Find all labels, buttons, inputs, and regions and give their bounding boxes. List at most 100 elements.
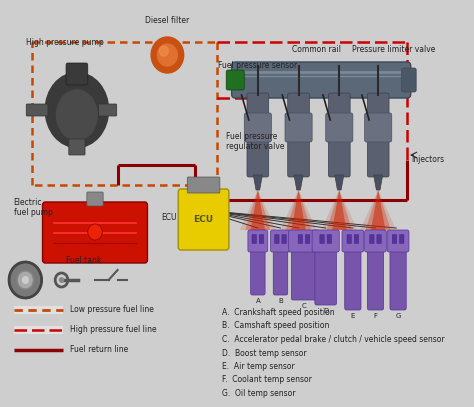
FancyBboxPatch shape <box>274 234 279 243</box>
Text: G.  Oil temp sensor: G. Oil temp sensor <box>222 389 295 398</box>
FancyBboxPatch shape <box>347 234 352 243</box>
Polygon shape <box>321 190 357 230</box>
Text: Fuel return line: Fuel return line <box>70 346 128 354</box>
Text: A: A <box>255 298 260 304</box>
FancyBboxPatch shape <box>289 230 320 252</box>
FancyBboxPatch shape <box>66 63 88 85</box>
FancyBboxPatch shape <box>354 234 359 243</box>
FancyBboxPatch shape <box>232 62 411 98</box>
FancyBboxPatch shape <box>187 177 220 193</box>
FancyBboxPatch shape <box>288 93 310 177</box>
Polygon shape <box>327 190 352 230</box>
FancyBboxPatch shape <box>370 234 374 243</box>
Circle shape <box>159 46 168 56</box>
Polygon shape <box>374 175 383 190</box>
FancyBboxPatch shape <box>87 192 103 206</box>
FancyBboxPatch shape <box>377 234 382 243</box>
Text: G: G <box>395 313 401 319</box>
FancyBboxPatch shape <box>392 234 397 243</box>
FancyBboxPatch shape <box>365 230 386 252</box>
Text: Low pressure fuel line: Low pressure fuel line <box>70 306 154 315</box>
Circle shape <box>88 224 102 240</box>
FancyBboxPatch shape <box>244 113 272 142</box>
FancyBboxPatch shape <box>271 230 291 252</box>
Text: B: B <box>278 298 283 304</box>
FancyBboxPatch shape <box>252 234 256 243</box>
FancyBboxPatch shape <box>401 68 416 92</box>
FancyBboxPatch shape <box>14 326 64 334</box>
Text: Diesel filter: Diesel filter <box>145 16 190 25</box>
Text: Fuel pressure
regulator valve: Fuel pressure regulator valve <box>226 132 285 151</box>
Ellipse shape <box>45 72 109 147</box>
FancyBboxPatch shape <box>327 234 332 243</box>
FancyBboxPatch shape <box>312 230 339 252</box>
FancyBboxPatch shape <box>251 246 265 295</box>
Polygon shape <box>253 175 263 190</box>
FancyBboxPatch shape <box>178 189 229 250</box>
FancyBboxPatch shape <box>292 246 318 300</box>
Circle shape <box>59 277 64 283</box>
FancyBboxPatch shape <box>387 230 409 252</box>
FancyBboxPatch shape <box>400 234 404 243</box>
FancyBboxPatch shape <box>367 93 389 177</box>
FancyBboxPatch shape <box>342 230 364 252</box>
Polygon shape <box>292 190 306 230</box>
FancyBboxPatch shape <box>26 104 48 116</box>
FancyBboxPatch shape <box>226 70 244 90</box>
FancyBboxPatch shape <box>259 234 264 243</box>
FancyBboxPatch shape <box>305 234 310 243</box>
Text: C.  Accelerator pedal brake / clutch / vehicle speed sensor: C. Accelerator pedal brake / clutch / ve… <box>222 335 444 344</box>
FancyBboxPatch shape <box>345 246 361 310</box>
Circle shape <box>151 37 183 73</box>
FancyBboxPatch shape <box>14 306 64 314</box>
FancyBboxPatch shape <box>390 246 406 310</box>
Polygon shape <box>371 190 385 230</box>
Text: E: E <box>351 313 355 319</box>
FancyBboxPatch shape <box>320 234 324 243</box>
FancyBboxPatch shape <box>326 113 353 142</box>
Text: Injectors: Injectors <box>411 155 445 164</box>
FancyBboxPatch shape <box>247 93 269 177</box>
Text: D.  Boost temp sensor: D. Boost temp sensor <box>222 348 306 357</box>
Circle shape <box>157 44 177 66</box>
FancyBboxPatch shape <box>367 246 383 310</box>
Polygon shape <box>245 190 271 230</box>
FancyBboxPatch shape <box>365 113 392 142</box>
Text: Common rail: Common rail <box>292 45 341 54</box>
Polygon shape <box>294 175 303 190</box>
FancyBboxPatch shape <box>69 139 85 155</box>
Polygon shape <box>360 190 396 230</box>
Text: A.  Crankshaft speed position: A. Crankshaft speed position <box>222 308 334 317</box>
Text: Fuel pressure sensor: Fuel pressure sensor <box>219 61 297 70</box>
Text: F: F <box>374 313 377 319</box>
FancyBboxPatch shape <box>43 202 147 263</box>
FancyBboxPatch shape <box>282 234 286 243</box>
Circle shape <box>22 276 29 284</box>
Text: ECU: ECU <box>193 214 214 223</box>
Text: F.  Coolant temp sensor: F. Coolant temp sensor <box>222 376 311 385</box>
Polygon shape <box>332 190 346 230</box>
Text: E.  Air temp sensor: E. Air temp sensor <box>222 362 294 371</box>
Polygon shape <box>281 190 317 230</box>
FancyBboxPatch shape <box>285 113 312 142</box>
Circle shape <box>17 271 34 289</box>
Polygon shape <box>365 190 391 230</box>
FancyBboxPatch shape <box>99 104 117 116</box>
FancyBboxPatch shape <box>273 246 288 295</box>
Ellipse shape <box>56 90 97 140</box>
Text: C: C <box>301 303 306 309</box>
FancyBboxPatch shape <box>328 93 350 177</box>
Text: Electric
fuel pump: Electric fuel pump <box>14 198 53 217</box>
Polygon shape <box>335 175 344 190</box>
Polygon shape <box>240 190 276 230</box>
FancyBboxPatch shape <box>315 246 337 305</box>
FancyBboxPatch shape <box>298 234 302 243</box>
Text: High pressure fuel line: High pressure fuel line <box>70 326 156 335</box>
Text: High pressure pump: High pressure pump <box>26 38 104 47</box>
Polygon shape <box>251 190 265 230</box>
Text: ECU: ECU <box>161 214 176 223</box>
Circle shape <box>9 262 42 298</box>
Text: Fuel tank: Fuel tank <box>65 256 101 265</box>
Polygon shape <box>286 190 311 230</box>
Text: D: D <box>323 308 328 314</box>
